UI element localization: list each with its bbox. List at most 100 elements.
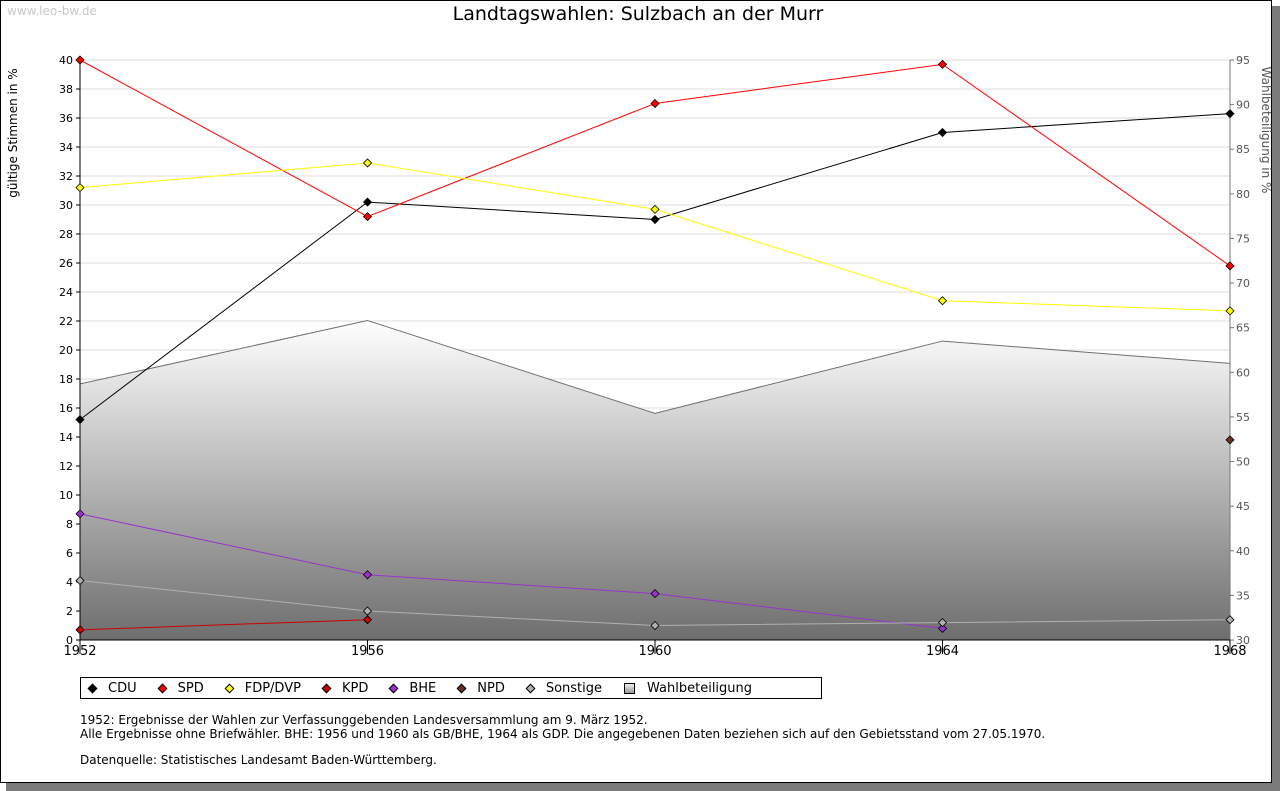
frame-shadow-right: [1272, 6, 1280, 791]
y2-tick-label: 80: [1236, 188, 1250, 201]
y2-tick-label: 95: [1236, 54, 1250, 67]
y-tick-label: 16: [59, 402, 73, 415]
legend-label: Wahlbeteiligung: [647, 680, 753, 696]
chart-notes: 1952: Ergebnisse der Wahlen zur Verfassu…: [80, 713, 1045, 767]
legend-marker-npd: [456, 683, 467, 693]
y-tick-label: 2: [66, 605, 73, 618]
y-tick-label: 28: [59, 228, 73, 241]
y2-tick-label: 40: [1236, 545, 1250, 558]
data-point-bhe: [937, 623, 948, 633]
legend-label: SPD: [177, 680, 204, 696]
legend-item-spd: SPD: [157, 680, 204, 696]
data-point-spd: [75, 55, 85, 65]
y2-tick-label: 55: [1236, 411, 1250, 424]
data-point-fdp-dvp: [1225, 306, 1235, 316]
legend-marker-kpd: [321, 683, 332, 693]
data-point-fdp-dvp: [937, 296, 948, 306]
y2-tick-label: 35: [1236, 589, 1250, 602]
y2-tick-label: 90: [1236, 99, 1250, 112]
y-tick-label: 6: [66, 547, 73, 560]
x-tick-label: 1952: [63, 644, 96, 659]
legend-item-kpd: KPD: [321, 681, 368, 696]
y-tick-label: 10: [59, 489, 73, 502]
y-tick-label: 26: [59, 257, 73, 270]
series-line-spd: [79, 59, 1231, 267]
data-point-kpd: [75, 625, 85, 635]
y-tick-label: 36: [59, 112, 73, 125]
y2-tick-label: 60: [1236, 366, 1250, 379]
x-tick-label: 1956: [351, 644, 384, 659]
data-point-sonstige: [75, 575, 85, 586]
y2-tick-label: 30: [1236, 634, 1250, 647]
legend-label: CDU: [108, 680, 137, 696]
y-tick-label: 38: [59, 83, 73, 96]
data-point-sonstige: [1225, 615, 1235, 625]
data-point-spd: [1225, 261, 1235, 271]
turnout-area: [80, 320, 1230, 640]
note-line-2: Alle Ergebnisse ohne Briefwähler. BHE: 1…: [80, 727, 1046, 741]
frame-shadow-bottom: [6, 783, 1280, 791]
y2-tick-label: 75: [1236, 232, 1250, 245]
legend-label: NPD: [477, 680, 505, 696]
note-source: Datenquelle: Statistisches Landesamt Bad…: [80, 753, 437, 767]
chart-title: Landtagswahlen: Sulzbach an der Murr: [452, 3, 824, 25]
y-tick-label: 24: [59, 286, 73, 299]
data-point-spd: [650, 98, 660, 109]
y-tick-label: 32: [59, 170, 73, 183]
y-tick-label: 18: [59, 373, 73, 386]
y-tick-label: 12: [59, 460, 73, 473]
legend-item-wahlbeteiligung: Wahlbeteiligung: [624, 681, 752, 696]
data-point-sonstige: [937, 618, 948, 628]
legend-marker-wahlbeteiligung: [624, 682, 636, 694]
data-point-cdu: [362, 197, 373, 207]
turnout-line: [79, 320, 1231, 414]
data-point-cdu: [937, 127, 948, 138]
y-tick-label: 8: [66, 518, 73, 531]
legend-marker-spd: [157, 683, 168, 693]
data-point-sonstige: [650, 620, 660, 631]
y2-tick-label: 65: [1236, 322, 1250, 335]
legend-item-sonstige: Sonstige: [525, 681, 602, 696]
legend-item-bhe: BHE: [388, 680, 437, 696]
data-point-fdp-dvp: [650, 204, 660, 214]
legend-marker-sonstige: [525, 683, 536, 693]
data-point-cdu: [1225, 109, 1235, 119]
series-line-kpd: [79, 619, 368, 631]
y-tick-label: 4: [66, 576, 73, 589]
series-line-bhe: [79, 513, 943, 629]
data-point-bhe: [75, 509, 85, 519]
y-tick-label: 20: [59, 344, 73, 357]
legend-item-cdu: CDU: [87, 680, 137, 696]
y2-tick-label: 70: [1236, 277, 1250, 290]
y-tick-label: 22: [59, 315, 73, 328]
data-point-cdu: [650, 214, 660, 225]
data-point-sonstige: [362, 606, 373, 616]
y-tick-label: 14: [59, 431, 73, 444]
legend-label: BHE: [409, 680, 437, 696]
x-tick-label: 1964: [926, 644, 959, 659]
y2-tick-label: 85: [1236, 143, 1250, 156]
watermark: www.leo-bw.de: [7, 4, 97, 18]
data-point-bhe: [650, 589, 660, 599]
x-tick-label: 1960: [638, 644, 671, 659]
data-point-spd: [362, 212, 373, 222]
data-point-kpd: [362, 615, 373, 625]
y2-tick-label: 45: [1236, 500, 1250, 513]
legend-marker-cdu: [87, 683, 98, 693]
data-point-spd: [937, 59, 948, 69]
legend-label: FDP/DVP: [244, 680, 301, 696]
line-chart: 0246810121416182022242628303234363840303…: [6, 54, 1272, 659]
data-point-bhe: [362, 570, 373, 580]
y-axis-label-right: Wahlbeteiligung in %: [1259, 67, 1272, 194]
data-point-npd: [1225, 435, 1235, 445]
data-point-fdp-dvp: [362, 158, 373, 168]
legend-item-npd: NPD: [456, 680, 505, 696]
legend-marker-fdp-dvp: [224, 683, 235, 693]
y-tick-label: 30: [59, 199, 73, 212]
legend: CDU SPD FDP/DVP KPD BHE NPD Sonstige Wahlbeteil…: [80, 677, 822, 699]
y-tick-label: 0: [66, 634, 73, 647]
data-point-fdp-dvp: [75, 183, 85, 193]
data-point-cdu: [75, 415, 85, 425]
legend-marker-bhe: [388, 683, 399, 693]
y2-tick-label: 50: [1236, 456, 1250, 469]
